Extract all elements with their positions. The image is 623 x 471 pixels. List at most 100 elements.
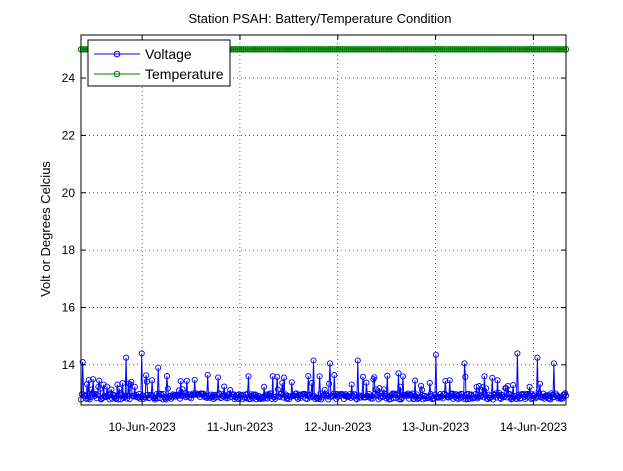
temperature-point (386, 46, 393, 53)
temperature-point (542, 46, 549, 53)
temperature-point (506, 46, 513, 53)
temperature-point (374, 46, 381, 53)
temperature-point (244, 46, 251, 53)
temperature-point (439, 46, 446, 53)
temperature-point (477, 46, 484, 53)
voltage-point (108, 386, 115, 393)
temperature-point (550, 46, 558, 53)
temperature-point (307, 46, 314, 53)
temperature-point (410, 46, 417, 53)
voltage-point (331, 372, 338, 379)
voltage-point (526, 383, 533, 390)
temperature-point (388, 46, 395, 53)
voltage-point (175, 387, 183, 394)
voltage-point (494, 377, 501, 384)
voltage-point (354, 357, 361, 364)
voltage-point (149, 377, 156, 384)
voltage-point (138, 350, 145, 357)
grid-layer (81, 35, 566, 405)
temperature-point (353, 46, 361, 53)
temperature-point (335, 46, 342, 53)
voltage-point (157, 390, 164, 397)
voltage-point (372, 386, 380, 393)
voltage-point (122, 392, 129, 399)
temperature-point (552, 46, 560, 53)
temperature-point (524, 46, 531, 53)
voltage-point (274, 386, 281, 393)
temperature-point (522, 46, 529, 53)
temperature-point (455, 46, 462, 53)
temperature-point (526, 46, 533, 53)
temperature-point (483, 46, 491, 53)
voltage-point (278, 390, 285, 397)
temperature-point (238, 46, 245, 53)
temperature-point (343, 46, 350, 53)
temperature-point (309, 46, 316, 53)
temperature-point (394, 46, 401, 53)
legend: Voltage Temperature (87, 39, 231, 87)
voltage-point (279, 379, 286, 387)
temperature-point (327, 46, 334, 53)
temperature-point (266, 46, 273, 53)
temperature-point (372, 46, 379, 53)
temperature-point (341, 46, 348, 53)
voltage-point (349, 392, 356, 399)
voltage-point (204, 371, 211, 378)
temperature-point (451, 46, 458, 53)
voltage-point (446, 377, 453, 384)
voltage-point (326, 360, 334, 367)
voltage-point (96, 377, 103, 384)
temperature-point (380, 46, 387, 53)
chart-title: Station PSAH: Battery/Temperature Condit… (188, 11, 451, 26)
temperature-point (252, 46, 259, 53)
temperature-point (437, 46, 444, 53)
temperature-point (430, 46, 438, 53)
voltage-point (280, 374, 288, 381)
voltage-point (511, 392, 518, 399)
temperature-point (416, 46, 424, 53)
voltage-point (226, 390, 233, 397)
voltage-point (372, 390, 379, 397)
temperature-point (406, 46, 413, 53)
legend-temperature-marker (113, 70, 121, 78)
temperature-point (236, 46, 243, 53)
temperature-point (256, 46, 263, 53)
temperature-point (345, 46, 353, 53)
temperature-point (378, 46, 385, 53)
voltage-point (314, 394, 321, 401)
voltage-point (418, 386, 426, 393)
temperature-point (357, 46, 365, 53)
temperature-point (333, 46, 340, 53)
temperature-point (396, 46, 403, 53)
temperature-point (79, 46, 87, 53)
temperature-point (270, 46, 277, 53)
temperature-point (532, 46, 539, 53)
voltage-point (393, 391, 400, 398)
voltage-point (123, 354, 130, 361)
x-tick-label: 12-Jun-2023 (304, 420, 372, 434)
voltage-point (90, 376, 97, 383)
voltage-point (316, 373, 323, 380)
y-tick-label: 16 (62, 300, 76, 314)
temperature-point (370, 46, 377, 53)
temperature-point (475, 46, 482, 53)
temperature-point (313, 46, 320, 53)
voltage-point (326, 380, 333, 387)
temperature-point (497, 46, 505, 53)
voltage-point (384, 372, 391, 379)
y-tick-label: 20 (62, 186, 76, 200)
voltage-point (310, 357, 317, 364)
temperature-point (317, 46, 324, 53)
temperature-point (485, 46, 493, 53)
temperature-point (432, 46, 440, 53)
temperature-point (499, 46, 507, 53)
temperature-point (461, 46, 468, 53)
voltage-point (363, 379, 370, 386)
temperature-point (363, 46, 371, 53)
voltage-point (395, 370, 402, 377)
voltage-point (397, 383, 404, 390)
voltage-point (359, 373, 367, 380)
temperature-point (276, 46, 284, 53)
temperature-point (536, 46, 543, 53)
